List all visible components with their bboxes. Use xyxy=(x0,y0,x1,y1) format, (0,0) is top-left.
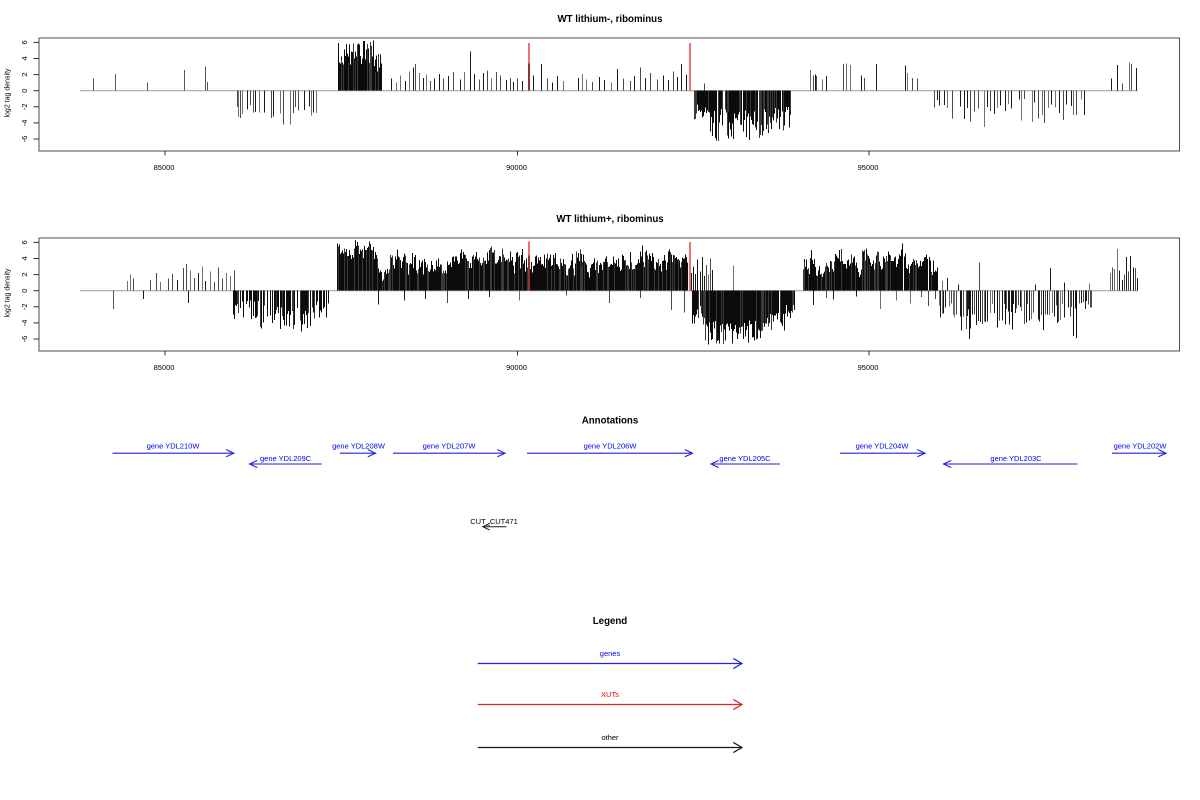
svg-text:2: 2 xyxy=(20,273,29,277)
svg-text:Legend: Legend xyxy=(593,616,628,627)
svg-text:2: 2 xyxy=(20,73,29,77)
svg-text:gene YDL209C: gene YDL209C xyxy=(260,454,312,463)
svg-text:gene YDL205C: gene YDL205C xyxy=(719,454,771,463)
svg-text:gene YDL202W: gene YDL202W xyxy=(1114,442,1168,451)
svg-text:gene YDL204W: gene YDL204W xyxy=(856,442,910,451)
svg-text:95000: 95000 xyxy=(858,363,879,372)
svg-text:-2: -2 xyxy=(20,103,29,110)
svg-text:4: 4 xyxy=(20,56,29,60)
svg-text:90000: 90000 xyxy=(506,163,527,172)
svg-text:CUT_CUT471: CUT_CUT471 xyxy=(470,517,518,526)
svg-text:log2 tag density: log2 tag density xyxy=(4,268,11,318)
svg-text:gene YDL210W: gene YDL210W xyxy=(147,442,201,451)
svg-text:-2: -2 xyxy=(20,303,29,310)
svg-text:-4: -4 xyxy=(20,120,29,127)
svg-text:log2 tag density: log2 tag density xyxy=(4,68,11,118)
svg-text:6: 6 xyxy=(20,240,29,244)
svg-text:0: 0 xyxy=(20,89,29,93)
svg-text:95000: 95000 xyxy=(858,163,879,172)
svg-text:XUTs: XUTs xyxy=(601,690,619,699)
svg-text:Annotations: Annotations xyxy=(582,416,639,427)
svg-text:-6: -6 xyxy=(20,336,29,343)
svg-text:genes: genes xyxy=(600,649,621,658)
svg-text:gene YDL208W: gene YDL208W xyxy=(332,442,386,451)
svg-text:85000: 85000 xyxy=(154,363,175,372)
svg-text:gene YDL203C: gene YDL203C xyxy=(990,454,1042,463)
svg-text:gene YDL206W: gene YDL206W xyxy=(584,442,638,451)
svg-text:85000: 85000 xyxy=(154,163,175,172)
svg-text:WT lithium+, ribominus: WT lithium+, ribominus xyxy=(556,214,663,225)
svg-text:WT lithium-, ribominus: WT lithium-, ribominus xyxy=(558,14,663,25)
svg-text:6: 6 xyxy=(20,40,29,44)
svg-text:gene YDL207W: gene YDL207W xyxy=(423,442,477,451)
svg-text:-6: -6 xyxy=(20,136,29,143)
svg-text:4: 4 xyxy=(20,256,29,260)
svg-text:0: 0 xyxy=(20,289,29,293)
svg-text:-4: -4 xyxy=(20,320,29,327)
svg-text:90000: 90000 xyxy=(506,363,527,372)
svg-text:other: other xyxy=(601,733,619,742)
